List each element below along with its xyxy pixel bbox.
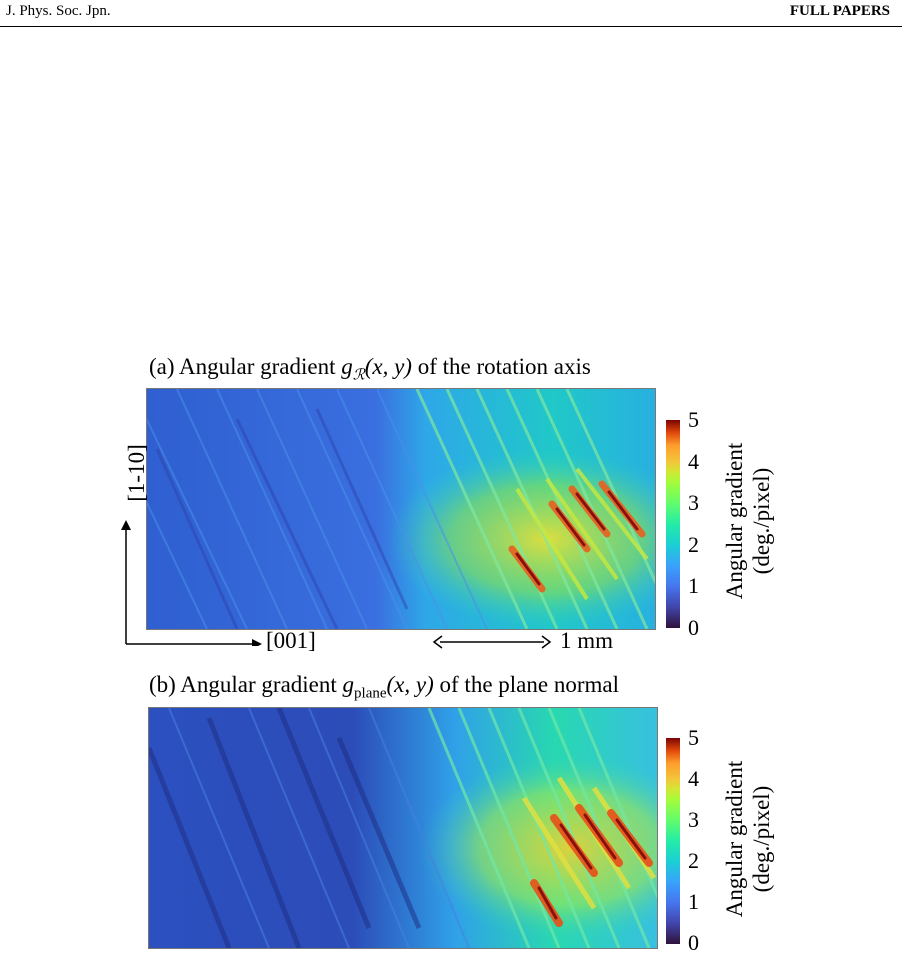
panel-b-subscript: plane <box>354 685 387 702</box>
panel-b-args: (x, y) <box>386 672 434 697</box>
vertical-axis-arrowhead <box>121 520 131 530</box>
panel-b-caption: (b) Angular gradient gplane(x, y) of the… <box>149 672 619 703</box>
panel-a-symbol: g <box>341 354 353 379</box>
panel-a-caption: (a) Angular gradient gℛ(x, y) of the rot… <box>149 354 591 385</box>
colorbar-a-tick-5: 5 <box>688 407 699 432</box>
colorbar-b-tick-3: 3 <box>688 807 699 832</box>
panel-a-subscript: ℛ <box>352 367 365 384</box>
vertical-axis-label: [1-10] <box>124 444 149 502</box>
colorbar-a-tick-4: 4 <box>688 449 699 474</box>
section-label: FULL PAPERS <box>789 3 890 19</box>
colorbar-b-label: Angular gradient (deg./pixel) <box>721 739 775 939</box>
colorbar-b-tick-0: 0 <box>688 930 699 955</box>
colorbar-a-tick-1: 1 <box>688 573 699 598</box>
page-header: J. Phys. Soc. Jpn. FULL PAPERS <box>0 0 902 27</box>
colorbar-b-label-line1: Angular gradient <box>722 760 747 918</box>
colorbar-b-gradient <box>666 738 680 944</box>
colorbar-a-tick-3: 3 <box>688 490 699 515</box>
colorbar-b <box>666 738 680 944</box>
horizontal-axis-arrowhead <box>252 639 262 646</box>
panel-a-caption-prefix: (a) Angular gradient <box>149 354 342 379</box>
scale-bar-left-arrow <box>432 635 443 649</box>
colorbar-a-label: Angular gradient (deg./pixel) <box>721 421 775 621</box>
colorbar-a <box>666 420 680 628</box>
panel-b-caption-suffix: of the plane normal <box>433 672 619 697</box>
panel-b-symbol: g <box>342 672 355 697</box>
colorbar-a-gradient <box>666 420 680 628</box>
journal-name: J. Phys. Soc. Jpn. <box>6 3 111 19</box>
horizontal-axis-label: [001] <box>266 628 316 653</box>
panel-a-args: (x, y) <box>364 354 412 379</box>
panel-a-caption-suffix: of the rotation axis <box>411 354 591 379</box>
colorbar-b-tick-4: 4 <box>688 766 699 791</box>
scale-bar-right-arrow <box>541 635 552 649</box>
colorbar-b-tick-2: 2 <box>688 848 699 873</box>
colorbar-b-label-line2: (deg./pixel) <box>749 785 774 893</box>
heatmap-a <box>146 388 656 630</box>
scale-bar <box>432 635 552 649</box>
scale-bar-label: 1 mm <box>560 628 614 653</box>
colorbar-a-tick-2: 2 <box>688 532 699 557</box>
colorbar-a-label-line2: (deg./pixel) <box>749 467 774 575</box>
colorbar-b-tick-1: 1 <box>688 889 699 914</box>
colorbar-b-tick-5: 5 <box>688 725 699 750</box>
colorbar-a-tick-0: 0 <box>688 615 699 640</box>
heatmap-a-image <box>147 389 655 629</box>
crystal-axes-arrows <box>121 520 262 646</box>
panel-b-caption-prefix: (b) Angular gradient <box>149 672 343 697</box>
colorbar-a-label-line1: Angular gradient <box>722 442 747 600</box>
heatmap-b-image <box>149 708 657 948</box>
heatmap-b <box>148 707 658 949</box>
